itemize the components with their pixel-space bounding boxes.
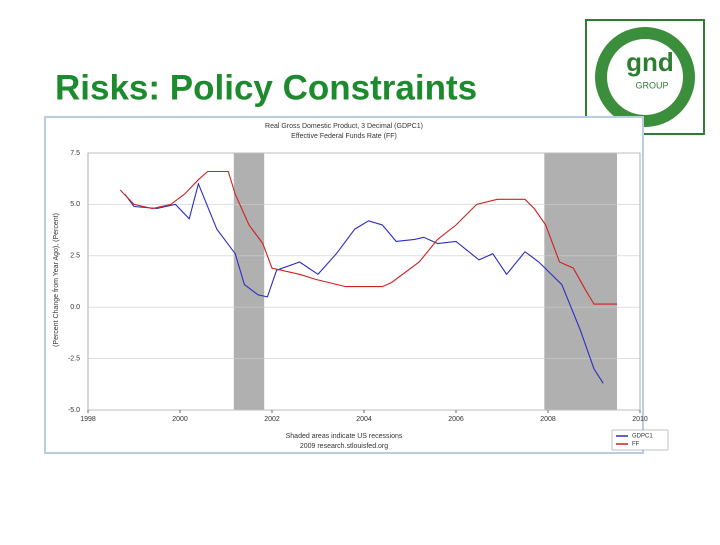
x-tick-label: 2010 — [632, 416, 648, 423]
chart-subtitle: Effective Federal Funds Rate (FF) — [291, 133, 397, 140]
y-axis-label: (Percent Change from Year Ago), (Percent… — [53, 213, 60, 347]
y-tick-label: 0.0 — [70, 304, 80, 311]
x-tick-label: 2002 — [264, 416, 280, 423]
x-tick-label: 2006 — [448, 416, 464, 423]
chart-title: Real Gross Domestic Product, 3 Decimal (… — [265, 123, 423, 130]
y-tick-label: 2.5 — [70, 253, 80, 260]
x-tick-label: 2004 — [356, 416, 372, 423]
logo-inner — [607, 39, 683, 115]
legend-box — [611, 429, 669, 451]
legend-label: FF — [632, 442, 640, 448]
x-tick-label: 2000 — [172, 416, 188, 423]
note: 2009 research.stlouisfed.org — [300, 443, 388, 450]
slide-title: Risks: Policy Constraints — [55, 68, 477, 107]
logo-name: gnd — [626, 47, 674, 77]
series-line — [124, 182, 604, 384]
x-tick-label: 2008 — [540, 416, 556, 423]
recession-band — [233, 153, 265, 410]
y-tick-label: -2.5 — [68, 355, 80, 362]
note: Shaded areas indicate US recessions — [286, 433, 403, 440]
logo-tagline: GROUP — [635, 80, 668, 90]
legend-label: GDPC1 — [632, 434, 653, 440]
series-line — [119, 170, 617, 305]
y-tick-label: -5.0 — [68, 407, 80, 414]
y-tick-label: 7.5 — [70, 150, 80, 157]
y-tick-label: 5.0 — [70, 201, 80, 208]
x-tick-label: 1998 — [80, 416, 96, 423]
